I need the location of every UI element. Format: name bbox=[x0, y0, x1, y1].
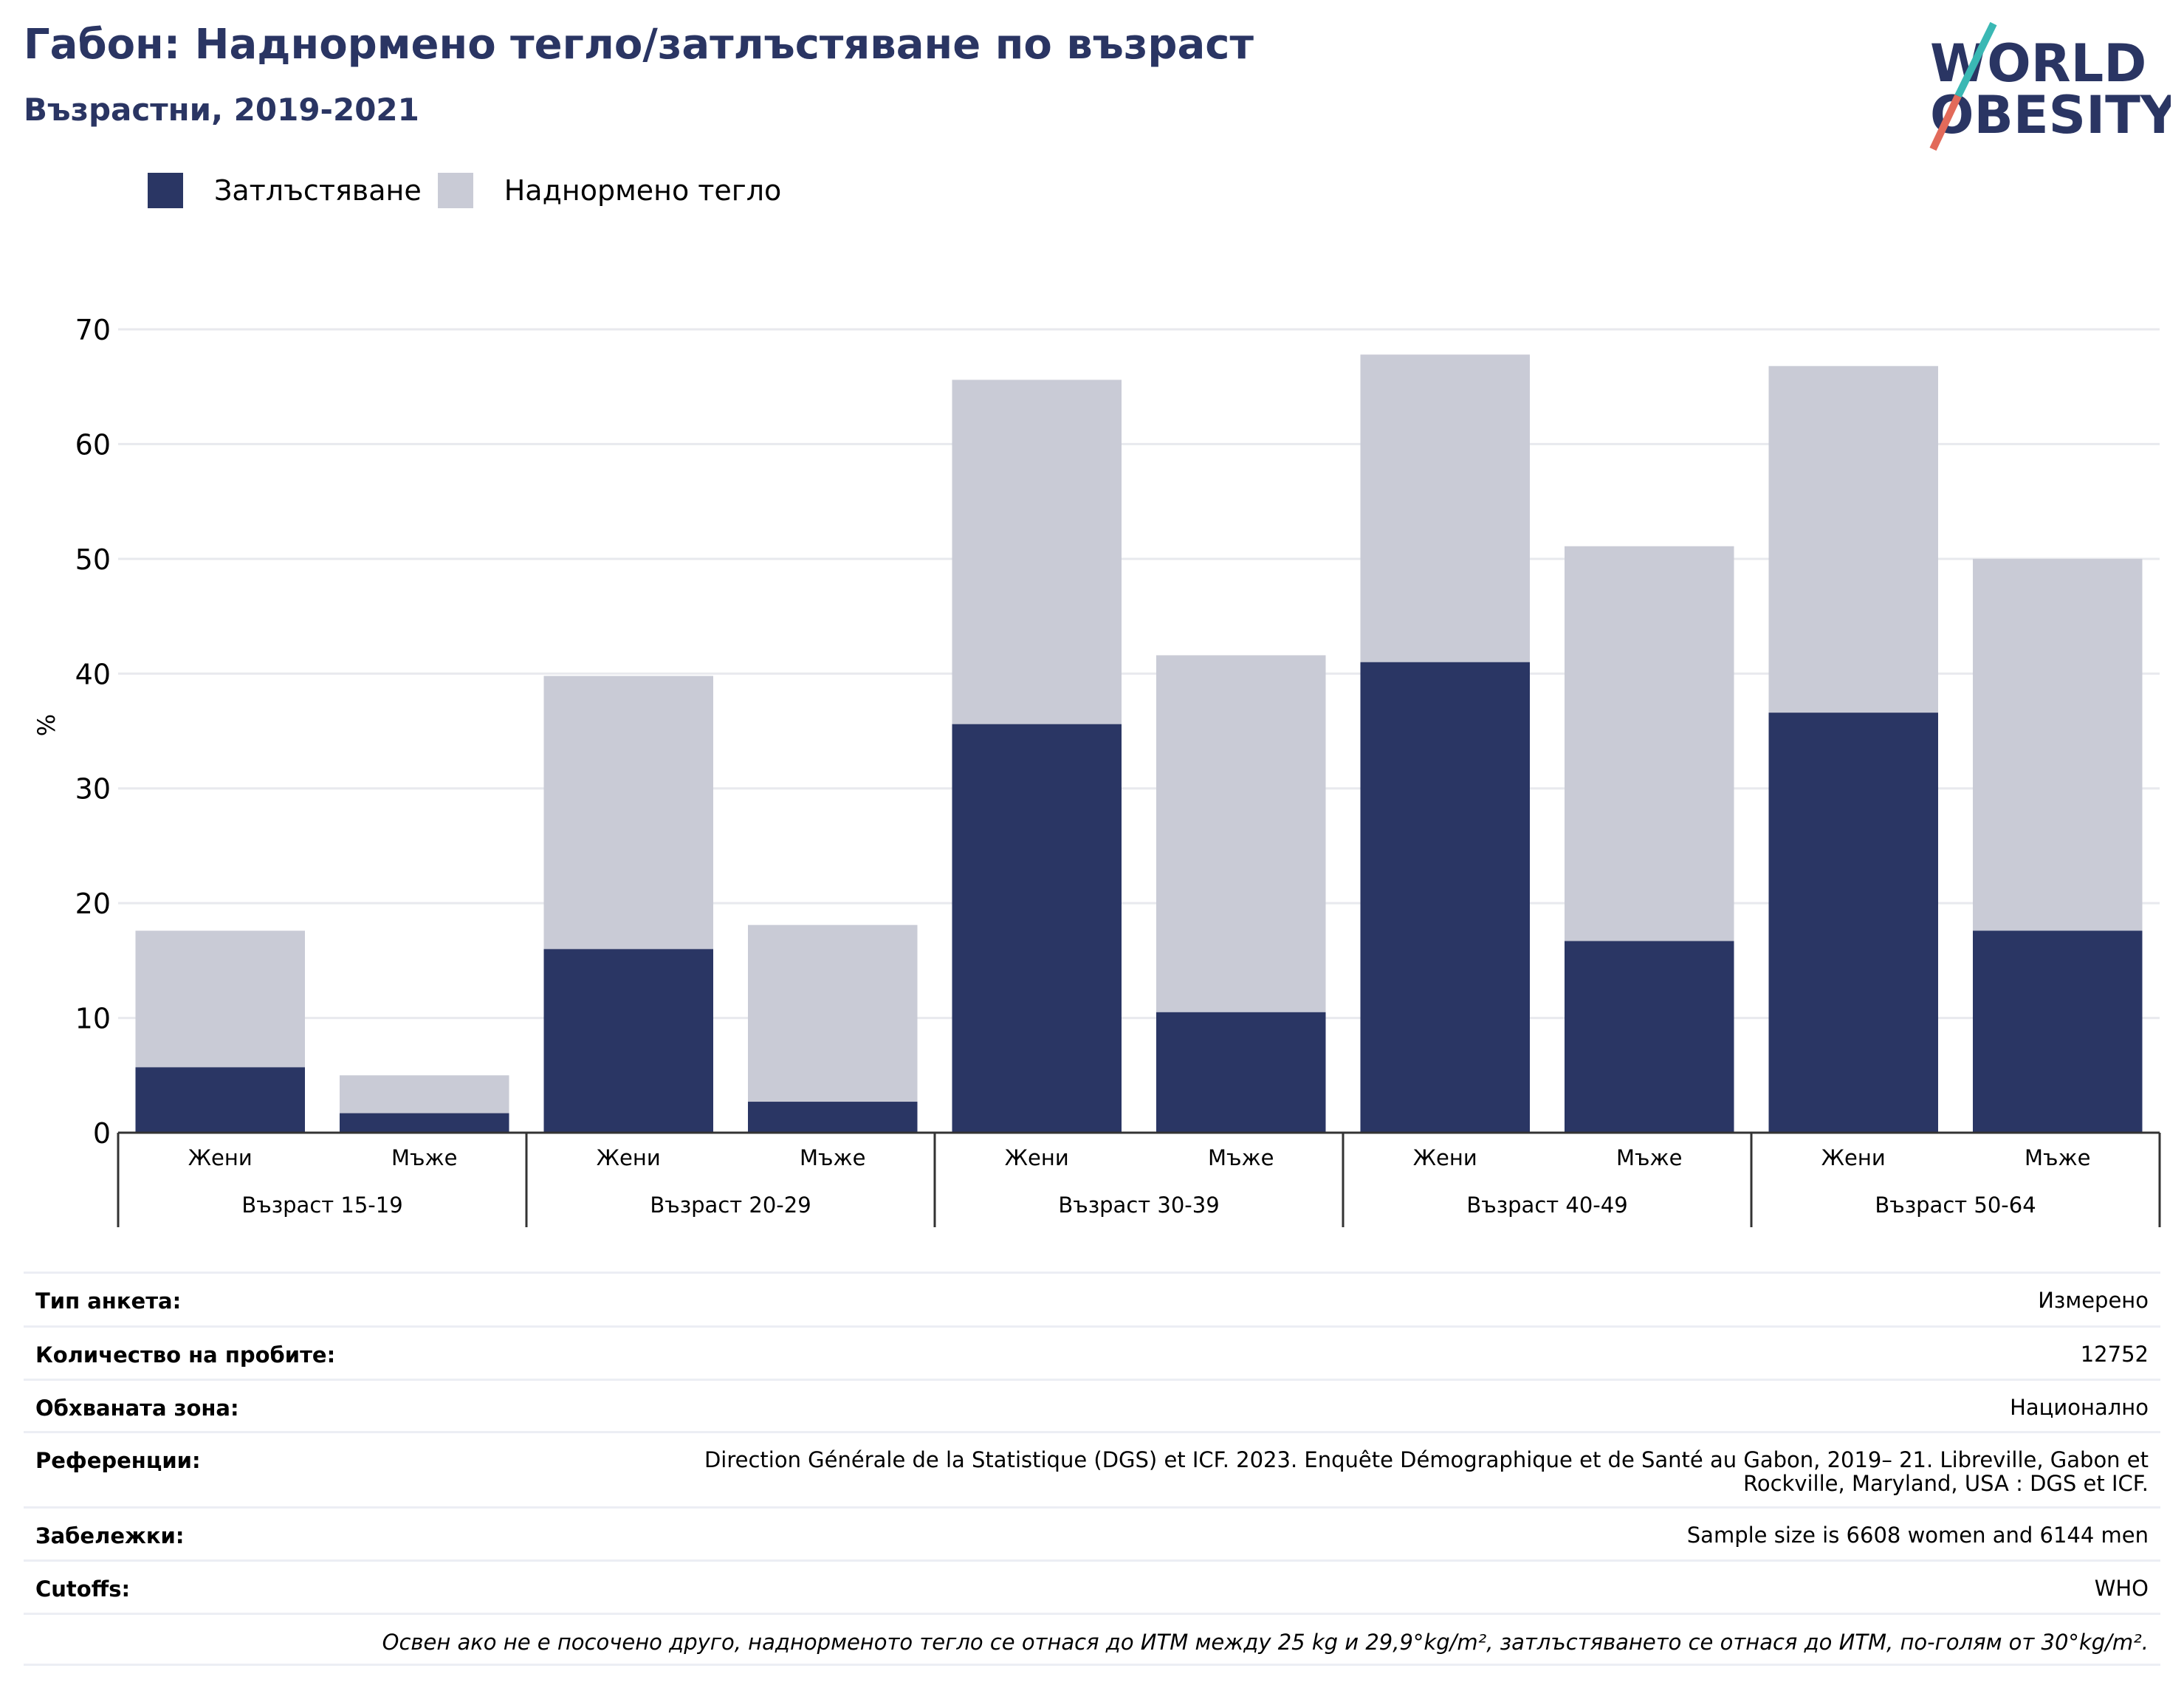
legend-item-overweight: Наднормено тегло bbox=[437, 173, 782, 208]
world-obesity-logo: WORLD OBESITY bbox=[1929, 22, 2171, 151]
y-tick-label: 0 bbox=[93, 1117, 111, 1150]
stacked-bar-chart: 0 10 20 30 40 50 60 70% Жени Мъже Жени Мъже Жени Мъже… bbox=[32, 314, 2161, 1227]
bar-overweight bbox=[1565, 546, 1734, 941]
bar-obesity bbox=[748, 1102, 918, 1133]
bar-obesity bbox=[1973, 930, 2143, 1133]
meta-value: Direction Générale de la Statistique (DG… bbox=[704, 1447, 2149, 1496]
bar-obesity bbox=[340, 1113, 509, 1133]
x-group-label: Възраст 20-29 bbox=[650, 1193, 811, 1218]
legend-swatch-obesity bbox=[148, 173, 183, 208]
meta-value: Измерено bbox=[2038, 1288, 2149, 1313]
bar-obesity bbox=[1768, 713, 1938, 1133]
legend-swatch-overweight bbox=[437, 173, 473, 208]
legend: Затлъстяване Наднормено тегло bbox=[148, 173, 797, 208]
legend-label-overweight: Наднормено тегло bbox=[504, 174, 782, 207]
bar-obesity bbox=[1156, 1012, 1326, 1133]
meta-row-notes: Забележки: Sample size is 6608 women and… bbox=[24, 1506, 2160, 1559]
meta-row-survey-type: Тип анкета: Измерено bbox=[24, 1272, 2160, 1325]
svg-text:OBESITY: OBESITY bbox=[1930, 85, 2171, 145]
x-tick-label-sex: Мъже bbox=[1616, 1145, 1682, 1170]
y-tick-label: 10 bbox=[75, 1003, 111, 1035]
x-group-label: Възраст 30-39 bbox=[1058, 1193, 1219, 1218]
meta-key: Количество на пробите: bbox=[35, 1342, 336, 1368]
bar-overweight bbox=[543, 676, 713, 950]
meta-value: WHO bbox=[2094, 1576, 2149, 1601]
bar-overweight bbox=[748, 924, 918, 1102]
x-tick-label-sex: Жени bbox=[597, 1145, 661, 1170]
chart-title: Габон: Наднормено тегло/затлъстяване по … bbox=[24, 21, 1254, 69]
y-tick-label: 20 bbox=[75, 888, 111, 920]
bar-overweight bbox=[1360, 354, 1530, 662]
meta-value: Sample size is 6608 women and 6144 men bbox=[1686, 1523, 2149, 1548]
x-group-label: Възраст 40-49 bbox=[1466, 1193, 1627, 1218]
x-group-label: Възраст 15-19 bbox=[241, 1193, 402, 1218]
bar-obesity bbox=[952, 724, 1122, 1133]
bar-obesity bbox=[1360, 662, 1530, 1133]
x-tick-label-sex: Мъже bbox=[391, 1145, 457, 1170]
y-tick-label: 60 bbox=[75, 428, 111, 461]
bar-overweight bbox=[1768, 366, 1938, 713]
meta-row-references: Референции: Direction Générale de la Sta… bbox=[24, 1431, 2160, 1506]
legend-item-obesity: Затлъстяване bbox=[148, 173, 422, 208]
y-axis-label: % bbox=[32, 714, 61, 736]
y-tick-label: 50 bbox=[75, 543, 111, 576]
bar-overweight bbox=[1156, 655, 1326, 1012]
x-tick-label-sex: Жени bbox=[1821, 1145, 1886, 1170]
survey-info-table: Тип анкета: Измерено Количество на проби… bbox=[24, 1272, 2160, 1666]
meta-key: Тип анкета: bbox=[35, 1288, 182, 1314]
x-tick-label-sex: Жени bbox=[1005, 1145, 1069, 1170]
meta-key: Обхваната зона: bbox=[35, 1396, 239, 1421]
x-tick-label-sex: Мъже bbox=[800, 1145, 865, 1170]
meta-row-area: Обхваната зона: Национално bbox=[24, 1379, 2160, 1431]
meta-key: Cutoffs: bbox=[35, 1576, 131, 1602]
bar-overweight bbox=[952, 380, 1122, 724]
y-tick-label: 40 bbox=[75, 658, 111, 690]
x-tick-label-sex: Жени bbox=[188, 1145, 253, 1170]
chart-subtitle: Възрастни, 2019-2021 bbox=[24, 92, 419, 128]
legend-label-obesity: Затлъстяване bbox=[214, 174, 422, 207]
x-tick-label-sex: Мъже bbox=[1208, 1145, 1274, 1170]
y-tick-label: 70 bbox=[75, 314, 111, 346]
bar-obesity bbox=[1565, 941, 1734, 1133]
meta-value: Национално bbox=[2010, 1395, 2149, 1420]
bar-overweight bbox=[135, 930, 305, 1068]
bar-overweight bbox=[1973, 558, 2143, 931]
bar-obesity bbox=[135, 1067, 305, 1133]
x-tick-label-sex: Мъже bbox=[2025, 1145, 2090, 1170]
bar-overweight bbox=[340, 1075, 509, 1113]
y-tick-label: 30 bbox=[75, 773, 111, 806]
definition-note: Освен ако не е посочено друго, наднормен… bbox=[24, 1613, 2160, 1666]
x-group-label: Възраст 50-64 bbox=[1875, 1193, 2036, 1218]
meta-key: Референции: bbox=[35, 1448, 201, 1473]
meta-key: Забележки: bbox=[35, 1523, 185, 1548]
x-tick-label-sex: Жени bbox=[1413, 1145, 1477, 1170]
bar-obesity bbox=[543, 949, 713, 1133]
meta-row-cutoffs: Cutoffs: WHO bbox=[24, 1559, 2160, 1613]
meta-row-sample-size: Количество на пробите: 12752 bbox=[24, 1325, 2160, 1379]
meta-value: 12752 bbox=[2080, 1342, 2149, 1367]
